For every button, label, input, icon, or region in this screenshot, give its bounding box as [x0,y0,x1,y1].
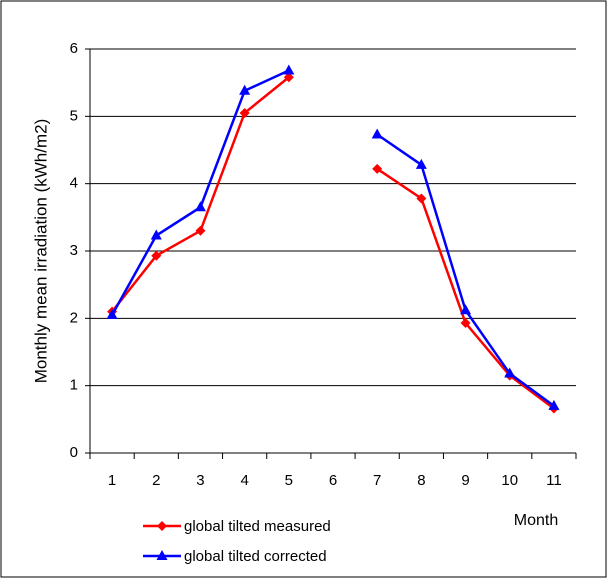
x-tick-label: 1 [108,472,116,489]
x-tick-label: 7 [373,472,381,489]
marker [504,367,516,378]
x-tick-label: 6 [329,472,337,489]
marker [548,399,560,410]
marker [151,250,162,261]
legend-marker [157,521,167,531]
x-tick-label: 10 [501,472,518,489]
y-tick-label: 1 [70,377,78,394]
marker [106,308,118,319]
marker [371,128,383,139]
legend-marker [156,550,168,560]
marker [150,229,162,240]
marker [283,64,295,75]
y-tick-label: 5 [70,107,78,124]
legend-label: global tilted measured [184,518,331,535]
x-tick-label: 8 [417,472,425,489]
legend-label: global tilted corrected [184,548,327,565]
y-axis-label: Monthly mean irradiation (kWh/m2) [31,119,50,384]
marker [239,107,250,118]
marker [239,84,251,95]
x-tick-label: 3 [196,472,204,489]
x-tick-label: 5 [285,472,293,489]
x-tick-label: 2 [152,472,160,489]
y-tick-label: 3 [70,242,78,259]
marker [460,318,471,329]
marker [460,304,472,315]
marker [416,193,427,204]
marker [195,225,206,236]
x-tick-label: 11 [546,472,562,489]
marker [283,72,294,83]
x-axis-label: Month [514,512,558,529]
marker [372,163,383,174]
y-tick-label: 2 [70,309,78,326]
y-tick-label: 6 [70,40,78,57]
y-tick-label: 4 [70,175,78,192]
x-tick-label: 9 [461,472,469,489]
x-tick-label: 4 [240,472,248,489]
marker [194,201,206,212]
marker [415,158,427,169]
y-tick-label: 0 [70,444,78,461]
